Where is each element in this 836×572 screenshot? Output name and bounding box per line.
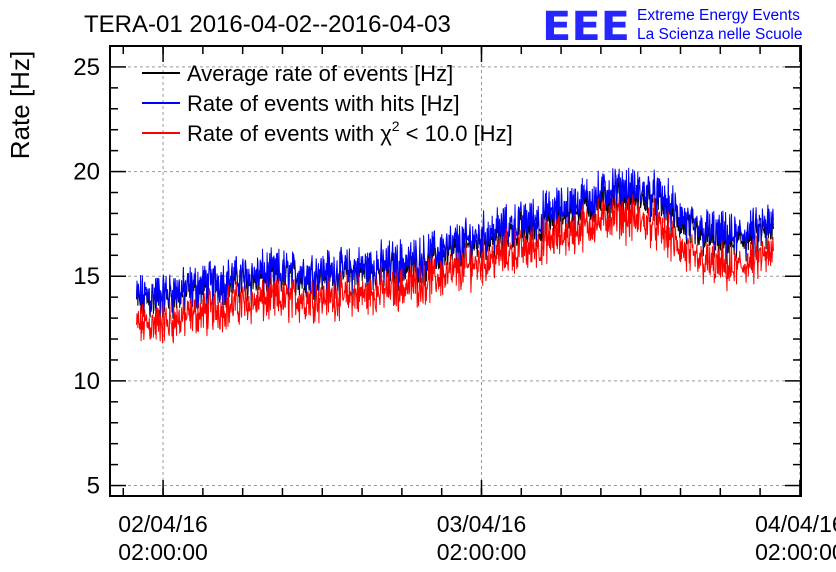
- legend: Average rate of events [Hz] Rate of even…: [142, 61, 513, 146]
- logo-line1: Extreme Energy Events: [637, 7, 800, 24]
- plot-frame: [109, 45, 802, 497]
- eee-logo: EEE Extreme Energy Events La Scienza nel…: [542, 4, 802, 50]
- y-tick-label: 15: [73, 263, 100, 290]
- series-group: [136, 167, 774, 344]
- legend-label-average: Average rate of events [Hz]: [187, 61, 453, 86]
- x-tick-labels: 02/04/1602:00:0003/04/1602:00:0004/04/16…: [118, 511, 836, 565]
- series-line-1: [136, 167, 774, 315]
- legend-label-chi2-post: < 10.0 [Hz]: [400, 121, 513, 146]
- x-tick-date: 02/04/16: [118, 511, 208, 537]
- x-tick-date: 04/04/16: [755, 511, 836, 537]
- legend-label-chi2-pre: Rate of events with χ: [187, 121, 392, 146]
- x-tick-time: 02:00:00: [118, 539, 208, 565]
- y-tick-label: 5: [87, 473, 100, 500]
- y-axis-label: Rate [Hz]: [5, 51, 35, 159]
- y-tick-label: 20: [73, 159, 100, 186]
- legend-label-chi2: Rate of events with χ2 < 10.0 [Hz]: [187, 118, 513, 146]
- logo-letters: EEE: [542, 4, 630, 50]
- y-tick-labels: 5 10 15 20 25: [73, 54, 100, 500]
- y-tick-label: 25: [73, 54, 100, 81]
- legend-label-chi2-sup: 2: [392, 118, 400, 134]
- legend-label-hits: Rate of events with hits [Hz]: [187, 91, 460, 116]
- y-tick-label: 10: [73, 368, 100, 395]
- logo-line2: La Scienza nelle Scuole: [637, 26, 802, 43]
- x-tick-time: 02:00:00: [755, 539, 836, 565]
- x-tick-date: 03/04/16: [437, 511, 527, 537]
- axis-ticks: [110, 46, 801, 496]
- series-line-2: [136, 194, 774, 344]
- x-tick-time: 02:00:00: [437, 539, 527, 565]
- chart-title: TERA-01 2016-04-02--2016-04-03: [84, 11, 451, 38]
